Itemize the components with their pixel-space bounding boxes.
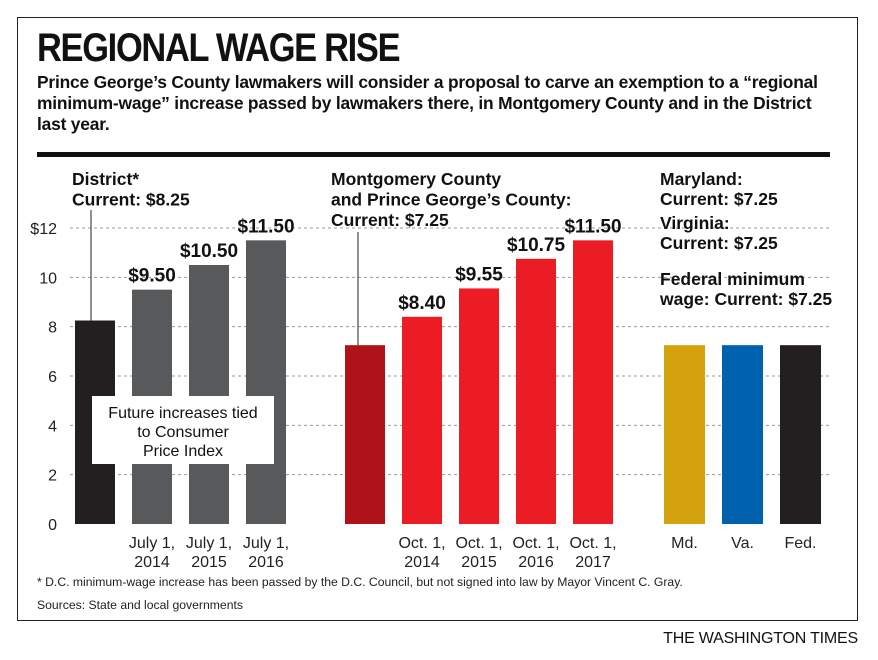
group-header-line: Current: $7.25: [331, 210, 449, 230]
bar-chart: 0 2 4 6 8 10 $12 District*Current: $8.25 $9.50 Ju…: [30, 169, 832, 571]
note-box: [92, 396, 274, 464]
category-label: Va.: [731, 535, 754, 552]
category-label: July 1,: [129, 535, 175, 552]
bar: [722, 345, 763, 524]
category-label: Fed.: [784, 535, 816, 552]
data-label: $11.50: [237, 216, 294, 237]
bar: [516, 258, 556, 524]
note-text: Price Index: [143, 443, 223, 460]
group-header-line: Current: $7.25: [660, 189, 778, 209]
category-label: 2015: [191, 554, 227, 571]
group-header-line: Maryland:: [660, 169, 743, 189]
chart-title: REGIONAL WAGE RISE: [37, 26, 401, 70]
bar: [780, 345, 821, 524]
y-tick-label: 6: [48, 369, 57, 386]
data-label: $10.50: [180, 241, 238, 262]
bar: [664, 345, 705, 524]
publisher-credit: THE WASHINGTON TIMES: [663, 630, 858, 647]
sources-note: Sources: State and local governments: [37, 598, 243, 612]
category-label: 2014: [404, 554, 440, 571]
bar: [246, 240, 286, 525]
data-label: $10.75: [507, 235, 566, 256]
category-label: Oct. 1,: [569, 535, 616, 552]
bar: [402, 316, 442, 524]
y-tick-label: 0: [48, 517, 57, 534]
chart-subtitle: Prince George’s County lawmakers will co…: [37, 72, 818, 134]
category-label: 2016: [518, 554, 554, 571]
data-label: $11.50: [564, 216, 621, 237]
y-tick-label: 10: [39, 270, 57, 287]
bar: [573, 240, 613, 525]
group-header-line: Current: $7.25: [660, 233, 778, 253]
data-label: $8.40: [398, 293, 446, 314]
category-label: July 1,: [186, 535, 232, 552]
group-header-line: wage: Current: $7.25: [659, 289, 832, 309]
group-header-line: Montgomery County: [331, 169, 501, 189]
note-text: to Consumer: [137, 424, 229, 441]
group-header-line: Current: $8.25: [72, 190, 190, 210]
category-label: 2017: [575, 554, 611, 571]
category-label: 2016: [248, 554, 284, 571]
category-label: Oct. 1,: [512, 535, 559, 552]
category-label: Oct. 1,: [398, 535, 445, 552]
y-tick-label: 8: [48, 320, 57, 337]
note-text: Future increases tied: [108, 405, 257, 422]
data-label: $9.50: [128, 266, 176, 287]
y-tick-label: $12: [30, 221, 57, 238]
bar: [345, 345, 385, 524]
bar: [459, 288, 499, 524]
group-header-line: Virginia:: [660, 213, 730, 233]
graphic-frame: [17, 17, 858, 621]
bar: [189, 265, 229, 524]
footnote: * D.C. minimum-wage increase has been pa…: [37, 575, 683, 589]
group-header-line: and Prince George’s County:: [331, 190, 572, 210]
category-label: Oct. 1,: [455, 535, 502, 552]
group-header-line: Federal minimum: [660, 269, 805, 289]
category-label: July 1,: [243, 535, 289, 552]
data-label: $9.55: [455, 264, 503, 285]
y-tick-label: 4: [48, 418, 57, 435]
category-label: Md.: [671, 535, 698, 552]
category-label: 2014: [134, 554, 170, 571]
group-header-line: District*: [72, 169, 139, 189]
title-rule: [37, 152, 830, 157]
y-tick-label: 2: [48, 468, 57, 485]
category-label: 2015: [461, 554, 497, 571]
